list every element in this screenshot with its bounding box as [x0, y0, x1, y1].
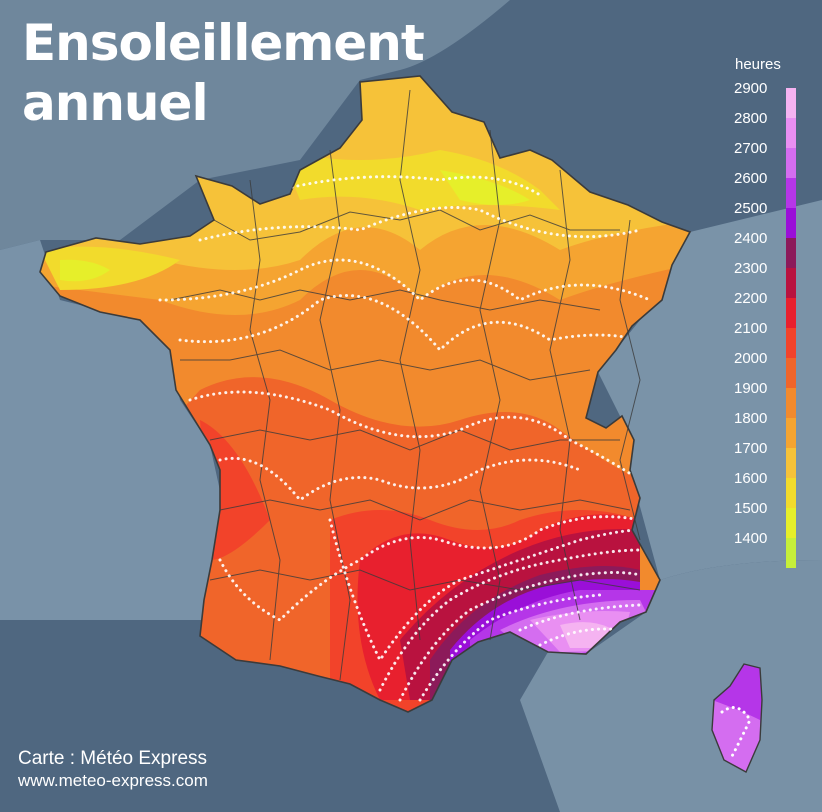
- departement-borders: [169, 89, 641, 681]
- legend-color-swatch: [786, 448, 796, 478]
- isohelion-dotted-lines: [158, 175, 652, 702]
- credit-url[interactable]: www.meteo-express.com: [18, 771, 208, 790]
- legend-tick-label: 1900: [734, 380, 768, 397]
- legend-color-swatch: [786, 538, 796, 568]
- legend-tick-label: 2000: [734, 350, 768, 367]
- legend-color-swatch: [786, 328, 796, 358]
- legend-tick-label: 2200: [734, 290, 768, 307]
- legend-tick-label: 2100: [734, 320, 768, 337]
- legend-color-swatch: [786, 358, 796, 388]
- legend-color-swatch: [786, 508, 796, 538]
- legend-tick-label: 2800: [734, 110, 768, 127]
- legend-tick-label: 1600: [734, 470, 768, 487]
- legend-tick-label: 2500: [734, 200, 768, 217]
- legend-tick-label: 1500: [734, 500, 768, 517]
- land-background: [0, 0, 510, 250]
- legend-color-swatch: [786, 88, 796, 118]
- legend-color-swatch: [786, 178, 796, 208]
- legend-tick-label: 2900: [734, 80, 768, 97]
- legend-tick-label: 1800: [734, 410, 768, 427]
- legend-tick-label: 2300: [734, 260, 768, 277]
- legend-color-swatch: [786, 268, 796, 298]
- legend-tick-label: 2600: [734, 170, 768, 187]
- legend-color-swatch: [786, 478, 796, 508]
- legend-color-swatch: [786, 208, 796, 238]
- map-title-line-1: Ensoleillement: [22, 14, 425, 72]
- legend-color-swatch: [786, 418, 796, 448]
- legend-color-swatch: [786, 388, 796, 418]
- map-title-line-2: annuel: [22, 74, 209, 132]
- legend-tick-label: 2400: [734, 230, 768, 247]
- legend-color-swatch: [786, 298, 796, 328]
- color-legend: 2900 2800 2700 2600 2500 2400 2300 2200 2100 2000…: [730, 80, 810, 568]
- legend-tick-label: 1400: [734, 530, 768, 547]
- land-background: [0, 240, 222, 620]
- credit-line: Carte : Météo Express: [18, 748, 208, 769]
- legend-color-swatch: [786, 118, 796, 148]
- land-background: [598, 200, 822, 580]
- legend-unit: heures: [735, 56, 781, 73]
- legend-tick-label: 1700: [734, 440, 768, 457]
- legend-color-swatch: [786, 148, 796, 178]
- legend-tick-label: 2700: [734, 140, 768, 157]
- legend-color-swatch: [786, 238, 796, 268]
